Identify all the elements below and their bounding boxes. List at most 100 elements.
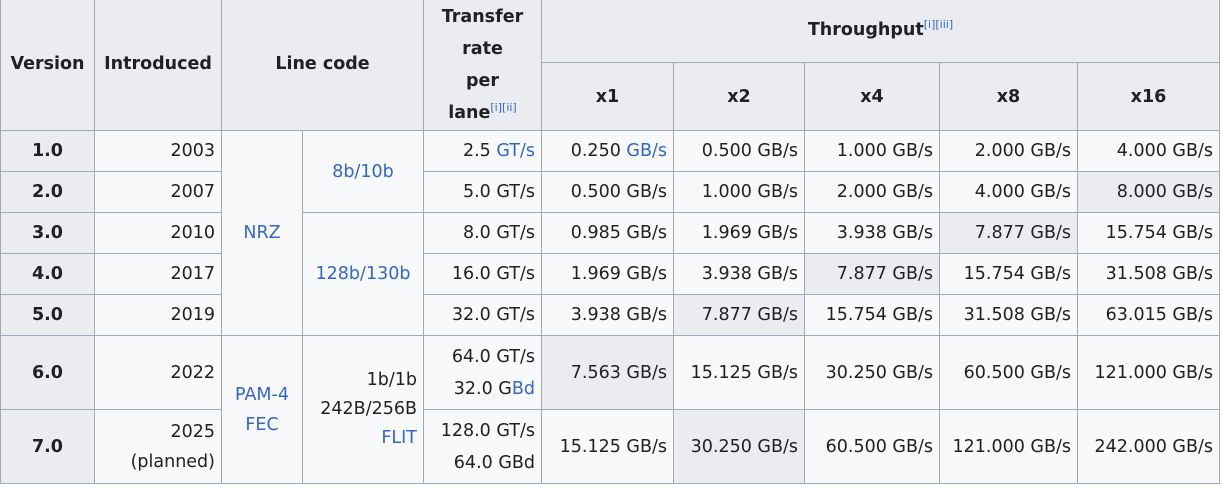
throughput-x1-cell: 0.250 GB/s [541,130,674,172]
baud-link[interactable]: Bd [511,378,535,399]
transfer-rate-cell: 5.0 GT/s [423,171,542,213]
throughput-x2-cell: 0.500 GB/s [673,130,805,172]
version-cell: 7.0 [0,409,95,484]
throughput-x8-cell: 60.500 GB/s [939,335,1078,410]
version-cell: 5.0 [0,294,95,336]
introduced-note: (planned) [130,451,215,472]
throughput-x8-cell: 2.000 GB/s [939,130,1078,172]
throughput-x16-cell: 8.000 GB/s [1077,171,1220,213]
transfer-rate-cell: 32.0 GT/s [423,294,542,336]
nrz-link[interactable]: NRZ [243,223,281,243]
throughput-x16-cell: 15.754 GB/s [1077,212,1220,254]
introduced-cell: 2010 [94,212,222,254]
header-transfer-rate: Transfer rate per lane[i][ii] [423,0,542,131]
flit-line-1: 1b/1b [366,370,417,390]
throughput-x1-cell: 15.125 GB/s [541,409,674,484]
header-lane-x1: x1 [541,62,674,131]
header-lane-x2: x2 [673,62,805,131]
introduced-cell: 2022 [94,335,222,410]
throughput-x8-cell: 7.877 GB/s [939,212,1078,254]
header-lane-x4: x4 [804,62,940,131]
throughput-x4-cell: 1.000 GB/s [804,130,940,172]
transfer-rate-line-4: lane[i][ii] [430,97,535,129]
8b10b-link[interactable]: 8b/10b [332,161,394,182]
transfer-rate-line-3: per [465,70,500,91]
transfer-rate-value: 2.5 [462,141,497,161]
transfer-rate-cell: 16.0 GT/s [423,253,542,295]
header-introduced: Introduced [94,0,222,131]
table-row: 5.0 2019 32.0 GT/s 3.938 GB/s 7.877 GB/s… [0,294,1220,336]
transfer-rate-gbd-value: 32.0 G [453,378,512,399]
throughput-x16-cell: 121.000 GB/s [1077,335,1220,410]
line-code-nrz-cell: NRZ [221,130,303,336]
header-lane-x16: x16 [1077,62,1220,131]
transfer-rate-cell: 2.5 GT/s [423,130,542,172]
throughput-x4-cell: 15.754 GB/s [804,294,940,336]
throughput-x1-cell: 3.938 GB/s [541,294,674,336]
transfer-rate-lane-text: lane [448,102,491,123]
throughput-x1-cell: 1.969 GB/s [541,253,674,295]
throughput-x2-cell: 3.938 GB/s [673,253,805,295]
throughput-x2-cell: 1.000 GB/s [673,171,805,213]
table-row: 7.0 2025 (planned) 128.0 GT/s 64.0 GBd 1… [0,409,1220,484]
introduced-cell: 2025 (planned) [94,409,222,484]
transfer-rate-reference-link[interactable]: [i][ii] [490,100,517,114]
throughput-x1-cell: 0.500 GB/s [541,171,674,213]
table-row: 6.0 2022 PAM-4 FEC 1b/1b 242B/256B FLIT … [0,335,1220,484]
table-row: 4.0 2017 16.0 GT/s 1.969 GB/s 3.938 GB/s… [0,253,1220,295]
gbs-link[interactable]: GB/s [626,141,667,161]
introduced-cell: 2017 [94,253,222,295]
128b130b-link[interactable]: 128b/130b [315,264,411,284]
version-cell: 4.0 [0,253,95,295]
throughput-x4-cell: 7.877 GB/s [804,253,940,295]
throughput-x1-cell: 0.985 GB/s [541,212,674,254]
header-lane-x8: x8 [939,62,1078,131]
header-version: Version [0,0,95,131]
introduced-cell: 2019 [94,294,222,336]
introduced-cell: 2007 [94,171,222,213]
line-code-flit-cell: 1b/1b 242B/256B FLIT [302,335,424,484]
transfer-rate-gbd: 32.0 GBd [430,373,535,405]
version-cell: 3.0 [0,212,95,254]
throughput-x8-cell: 121.000 GB/s [939,409,1078,484]
introduced-year: 2025 [170,421,215,442]
throughput-x4-cell: 30.250 GB/s [804,335,940,410]
fec-link[interactable]: FEC [245,414,279,435]
throughput-reference-link[interactable]: [i][iii] [923,17,954,31]
transfer-rate-cell: 64.0 GT/s 32.0 GBd [423,335,542,410]
throughput-x2-cell: 7.877 GB/s [673,294,805,336]
throughput-value: 0.250 [570,141,627,161]
pam4-link[interactable]: PAM-4 [235,384,289,405]
table-row: 1.0 2003 NRZ 8b/10b 2.5 GT/s 0.250 GB/s … [0,130,1220,336]
table-row: 3.0 2010 128b/130b 8.0 GT/s 0.985 GB/s 1… [0,212,1220,336]
flit-link[interactable]: FLIT [381,428,417,448]
throughput-label: Throughput [807,19,924,40]
throughput-x8-cell: 31.508 GB/s [939,294,1078,336]
throughput-x16-cell: 4.000 GB/s [1077,130,1220,172]
table-row: 2.0 2007 5.0 GT/s 0.500 GB/s 1.000 GB/s … [0,171,1220,213]
version-cell: 1.0 [0,130,95,172]
throughput-x8-cell: 4.000 GB/s [939,171,1078,213]
throughput-x4-cell: 60.500 GB/s [804,409,940,484]
transfer-rate-line-1: Transfer [441,6,524,27]
throughput-x16-cell: 242.000 GB/s [1077,409,1220,484]
header-line-code: Line code [221,0,424,131]
transfer-rate-gts: 64.0 GT/s [451,346,535,367]
transfer-rate-gbd: 64.0 GBd [453,452,535,473]
introduced-cell: 2003 [94,130,222,172]
transfer-rate-cell: 128.0 GT/s 64.0 GBd [423,409,542,484]
version-cell: 2.0 [0,171,95,213]
throughput-x16-cell: 31.508 GB/s [1077,253,1220,295]
transfer-rate-cell: 8.0 GT/s [423,212,542,254]
throughput-x4-cell: 3.938 GB/s [804,212,940,254]
throughput-x4-cell: 2.000 GB/s [804,171,940,213]
line-code-128b130b-cell: 128b/130b [302,212,424,336]
header-throughput: Throughput[i][iii] [541,0,1220,63]
throughput-x8-cell: 15.754 GB/s [939,253,1078,295]
line-code-8b10b-cell: 8b/10b [302,130,424,213]
transfer-rate-gts: 128.0 GT/s [440,420,535,441]
throughput-x1-cell: 7.563 GB/s [541,335,674,410]
gts-link[interactable]: GT/s [496,141,535,161]
transfer-rate-line-2: rate [462,38,503,59]
